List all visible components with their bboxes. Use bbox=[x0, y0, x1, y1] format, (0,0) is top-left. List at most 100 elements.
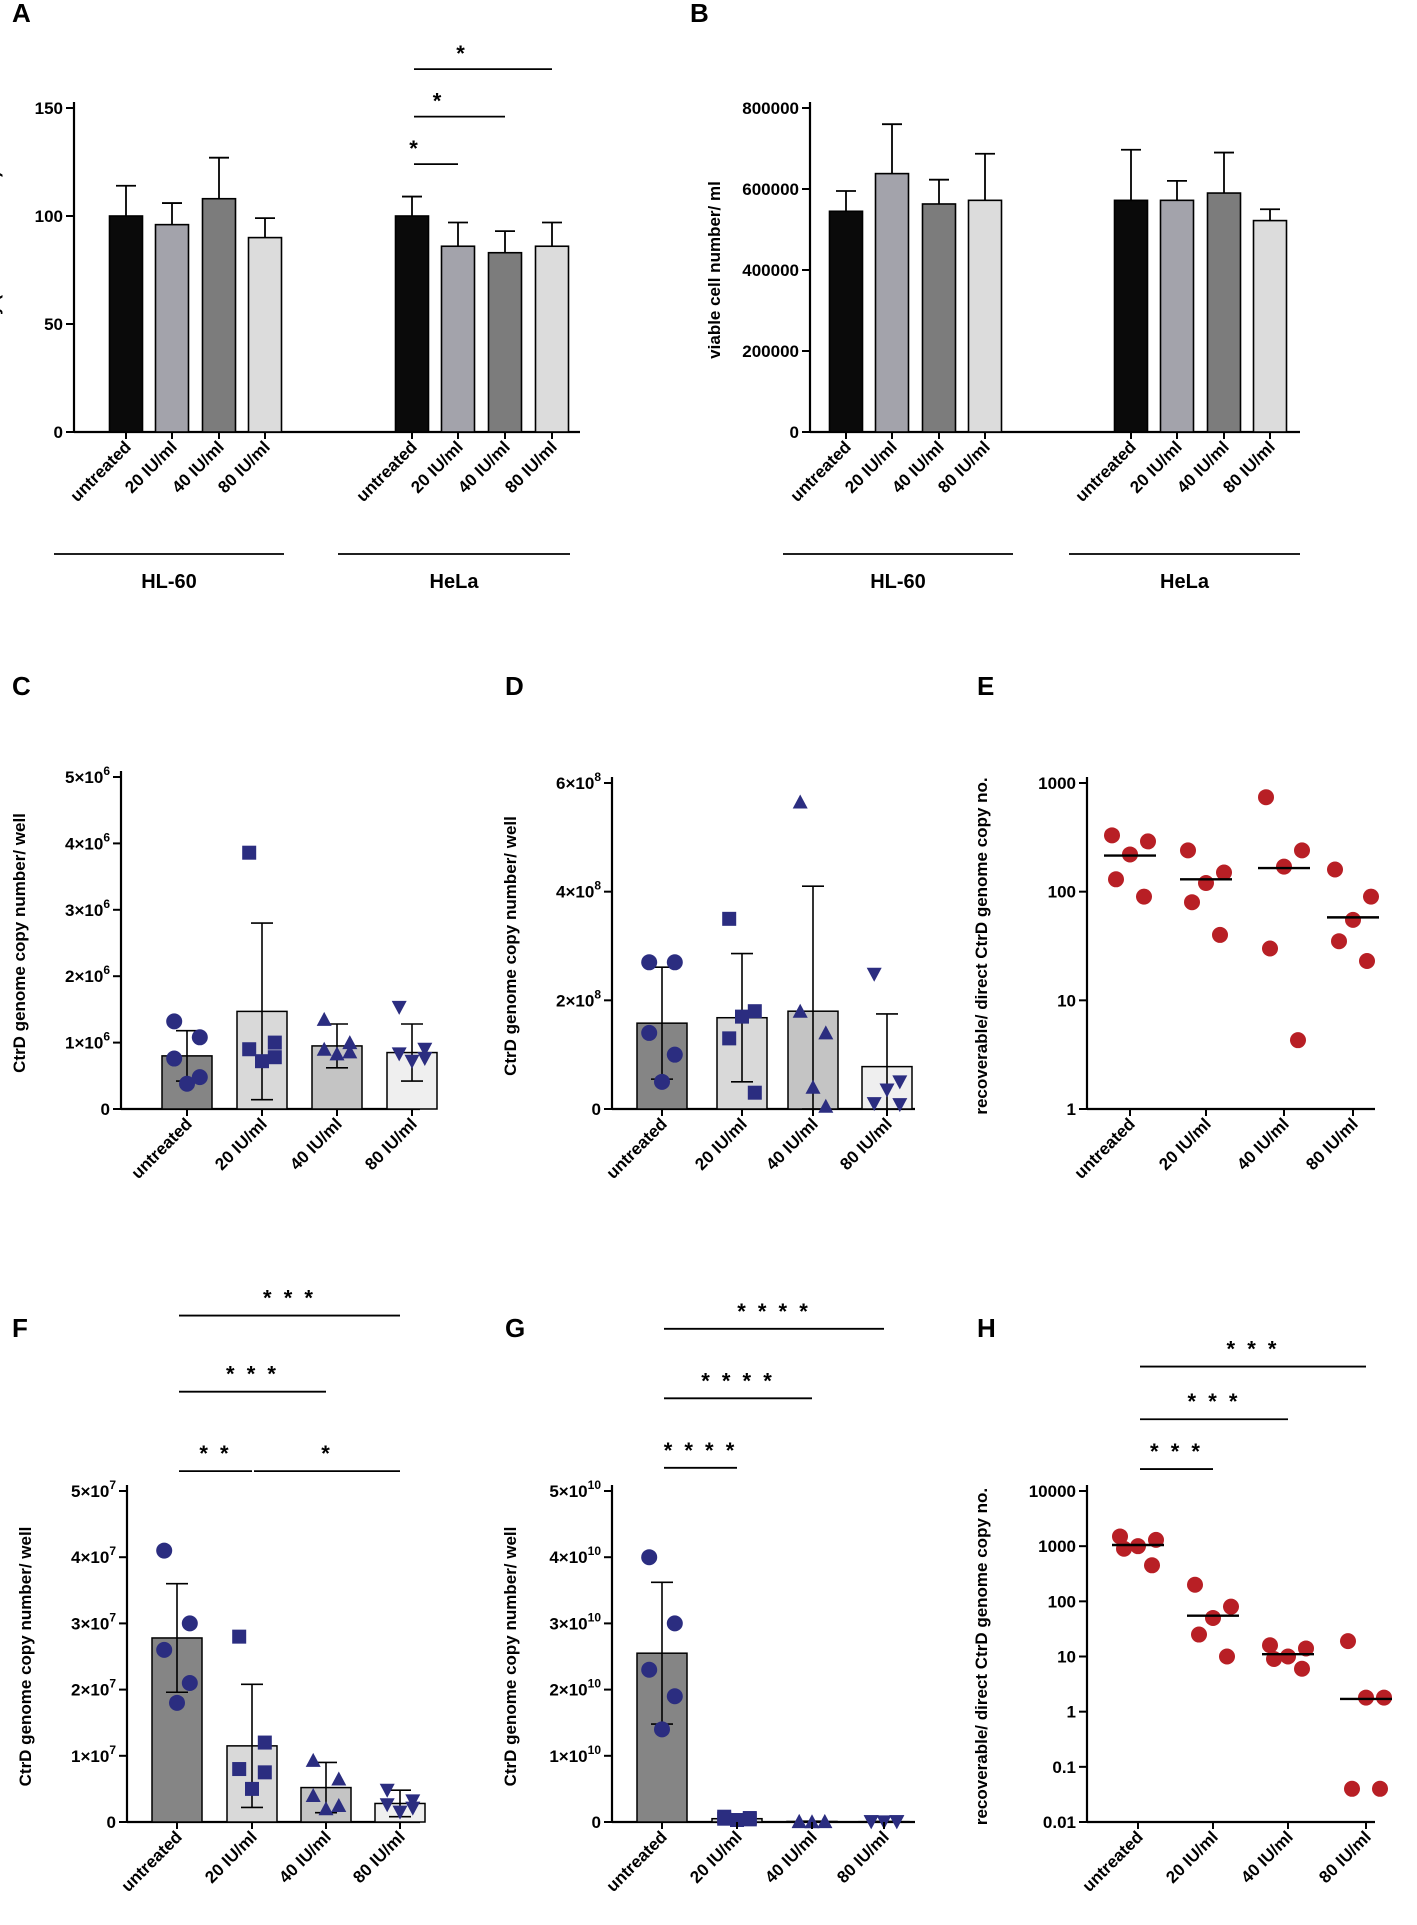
data-point bbox=[889, 1815, 905, 1830]
x-tick-label: 40 IU/ml bbox=[762, 1114, 822, 1174]
data-point bbox=[179, 1075, 195, 1092]
panel-h: 0.01 0.1 1 10 100 1000 10000 recoverable/ direc… bbox=[972, 1337, 1392, 1896]
y-tick-label: 1000 bbox=[1038, 1537, 1076, 1556]
data-point bbox=[318, 1801, 334, 1816]
data-point bbox=[1344, 1780, 1360, 1797]
x-tick-label: untreated bbox=[1072, 437, 1140, 505]
x-tick-label: untreated bbox=[353, 437, 421, 505]
tick-exponent: 6 bbox=[103, 830, 110, 844]
data-point bbox=[654, 1073, 670, 1090]
tick-exponent: 10 bbox=[588, 1610, 602, 1624]
y-tick-label: 4×108 bbox=[556, 879, 601, 902]
x-tick-label: 80 IU/ml bbox=[836, 1114, 896, 1174]
bar bbox=[874, 172, 910, 433]
data-point bbox=[404, 1054, 420, 1069]
y-axis-label: CtrD genome copy number/ well bbox=[501, 816, 520, 1076]
x-tick-label: 80 IU/ml bbox=[1302, 1114, 1362, 1174]
data-point bbox=[818, 1025, 834, 1040]
data-point bbox=[1327, 861, 1343, 878]
y-tick-label: 10000 bbox=[1029, 1482, 1076, 1501]
data-point bbox=[245, 1781, 259, 1796]
tick-exponent: 10 bbox=[588, 1544, 602, 1558]
y-tick-label: 4×1010 bbox=[549, 1544, 601, 1567]
y-tick-label: 4×106 bbox=[65, 830, 110, 853]
data-point bbox=[1116, 1540, 1132, 1557]
panel-letter-g: G bbox=[505, 1313, 525, 1343]
bar bbox=[1113, 199, 1149, 433]
data-point bbox=[1191, 1626, 1207, 1643]
tick-exponent: 7 bbox=[109, 1544, 116, 1558]
bar bbox=[108, 215, 144, 433]
significance-label: * * bbox=[199, 1441, 231, 1466]
panel-a: 0 50 100 150 viability (% of untreated) untre… bbox=[0, 41, 580, 593]
x-tick-label: 40 IU/ml bbox=[275, 1827, 335, 1887]
y-tick-label: 10 bbox=[1057, 1648, 1076, 1667]
panel-letter-a: A bbox=[12, 0, 31, 28]
significance-label: * bbox=[433, 89, 445, 114]
significance-label: * * * * bbox=[737, 1299, 811, 1324]
x-tick-label: untreated bbox=[67, 437, 135, 505]
tick-exponent: 6 bbox=[103, 963, 110, 977]
y-tick-label: 1 bbox=[1067, 1703, 1076, 1722]
data-point bbox=[1294, 842, 1310, 859]
x-tick-label: 40 IU/ml bbox=[761, 1827, 821, 1887]
data-point bbox=[232, 1762, 247, 1777]
x-tick-label: 40 IU/ml bbox=[1233, 1114, 1293, 1174]
y-tick-label: 5×106 bbox=[65, 764, 110, 787]
data-point bbox=[641, 1024, 658, 1041]
significance-label: * bbox=[456, 41, 468, 66]
group-label: HL-60 bbox=[141, 571, 197, 593]
data-point bbox=[329, 1046, 345, 1061]
data-point bbox=[342, 1035, 358, 1050]
significance-label: * * * * bbox=[701, 1368, 775, 1393]
data-point bbox=[1144, 1557, 1160, 1574]
y-tick-label: 6×108 bbox=[556, 770, 601, 793]
y-axis-label: CtrD genome copy number/ well bbox=[10, 813, 29, 1073]
data-point bbox=[1187, 1576, 1203, 1593]
x-tick-label: untreated bbox=[603, 1827, 671, 1895]
x-tick-label: 80 IU/ml bbox=[833, 1827, 893, 1887]
data-point bbox=[1140, 833, 1156, 850]
data-point bbox=[641, 1549, 658, 1566]
significance-label: * * * bbox=[1188, 1389, 1241, 1414]
bar bbox=[440, 245, 476, 433]
bar bbox=[1252, 219, 1288, 433]
data-point bbox=[792, 1003, 808, 1018]
y-tick-label: 0 bbox=[592, 1813, 601, 1832]
x-tick-label: untreated bbox=[128, 1114, 196, 1182]
tick-exponent: 8 bbox=[594, 987, 601, 1001]
bar bbox=[201, 197, 237, 433]
data-point bbox=[1372, 1780, 1388, 1797]
bar bbox=[921, 203, 957, 433]
data-point bbox=[156, 1542, 173, 1559]
y-axis-label: CtrD genome copy number/ well bbox=[501, 1527, 520, 1787]
data-point bbox=[166, 1013, 183, 1030]
data-point bbox=[717, 1811, 732, 1826]
bar bbox=[394, 215, 430, 433]
bar bbox=[828, 210, 864, 433]
data-point bbox=[879, 1083, 895, 1098]
data-point bbox=[255, 1054, 269, 1069]
data-point bbox=[232, 1629, 247, 1644]
significance-label: * * * * bbox=[664, 1438, 738, 1463]
data-point bbox=[892, 1075, 908, 1090]
data-point bbox=[1258, 789, 1274, 806]
panel-c: 0 1×106 2×106 3×106 4×106 5×106 CtrD genome co… bbox=[10, 764, 438, 1183]
data-point bbox=[1290, 1032, 1306, 1049]
x-tick-label: 20 IU/ml bbox=[686, 1827, 746, 1887]
data-point bbox=[747, 1004, 762, 1019]
y-tick-label: 0.01 bbox=[1043, 1813, 1076, 1832]
data-point bbox=[1198, 875, 1214, 892]
data-point bbox=[1108, 871, 1124, 888]
data-point bbox=[866, 967, 882, 982]
data-point bbox=[1331, 933, 1347, 950]
data-point bbox=[392, 1805, 408, 1820]
data-point bbox=[1298, 1640, 1314, 1657]
data-point bbox=[242, 1042, 257, 1057]
data-point bbox=[331, 1771, 347, 1786]
data-point bbox=[641, 1661, 658, 1678]
x-tick-label: 20 IU/ml bbox=[691, 1114, 751, 1174]
x-tick-label: 20 IU/ml bbox=[1162, 1827, 1222, 1887]
data-point bbox=[1104, 827, 1120, 844]
